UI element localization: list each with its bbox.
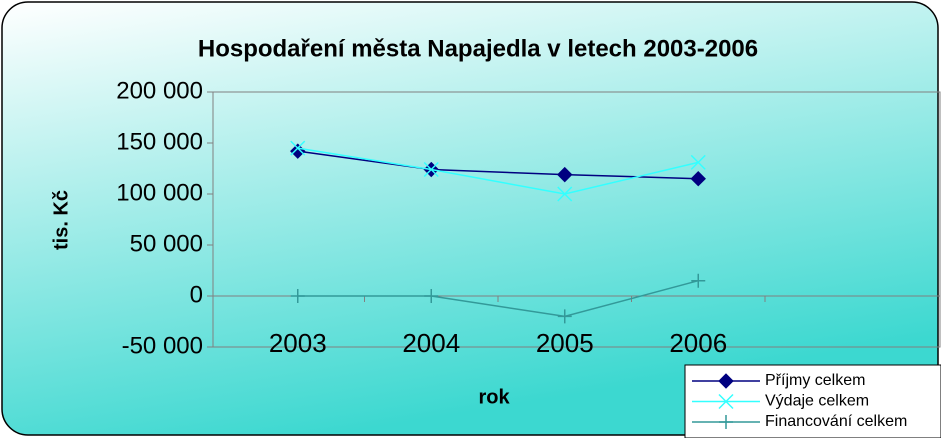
legend-label: Příjmy celkem bbox=[765, 372, 865, 389]
data-point bbox=[557, 166, 573, 183]
y-tick-label: -50 000 bbox=[122, 332, 203, 359]
data-point bbox=[290, 289, 305, 303]
data-point bbox=[690, 170, 706, 187]
y-tick-label: 200 000 bbox=[116, 77, 203, 104]
y-tick-label: 0 bbox=[190, 281, 203, 308]
legend-label: Financování celkem bbox=[765, 413, 907, 430]
y-tick-label: 100 000 bbox=[116, 179, 203, 206]
data-point bbox=[691, 273, 706, 288]
x-tick-label: 2005 bbox=[536, 328, 594, 358]
data-point bbox=[690, 154, 706, 170]
x-axis-label: rok bbox=[478, 386, 510, 408]
x-tick-label: 2006 bbox=[669, 328, 727, 358]
series-line bbox=[297, 147, 699, 195]
data-point bbox=[424, 289, 439, 303]
y-tick-label: 150 000 bbox=[116, 128, 203, 155]
plot-area bbox=[212, 91, 941, 348]
data-point bbox=[557, 186, 573, 202]
data-point bbox=[290, 140, 306, 156]
data-point bbox=[557, 309, 572, 324]
legend-marker bbox=[719, 415, 733, 429]
legend-marker bbox=[718, 393, 734, 410]
series-line bbox=[297, 150, 699, 180]
y-axis-label: tis. Kč bbox=[50, 190, 72, 250]
x-tick-label: 2003 bbox=[269, 328, 327, 358]
series-line bbox=[297, 279, 699, 318]
data-point bbox=[423, 161, 439, 178]
x-tick-label: 2004 bbox=[402, 328, 460, 358]
legend-label: Výdaje celkem bbox=[765, 393, 869, 410]
y-tick-label: 50 000 bbox=[130, 230, 203, 257]
chart-title: Hospodaření města Napajedla v letech 200… bbox=[198, 35, 758, 62]
legend-marker bbox=[718, 373, 734, 389]
